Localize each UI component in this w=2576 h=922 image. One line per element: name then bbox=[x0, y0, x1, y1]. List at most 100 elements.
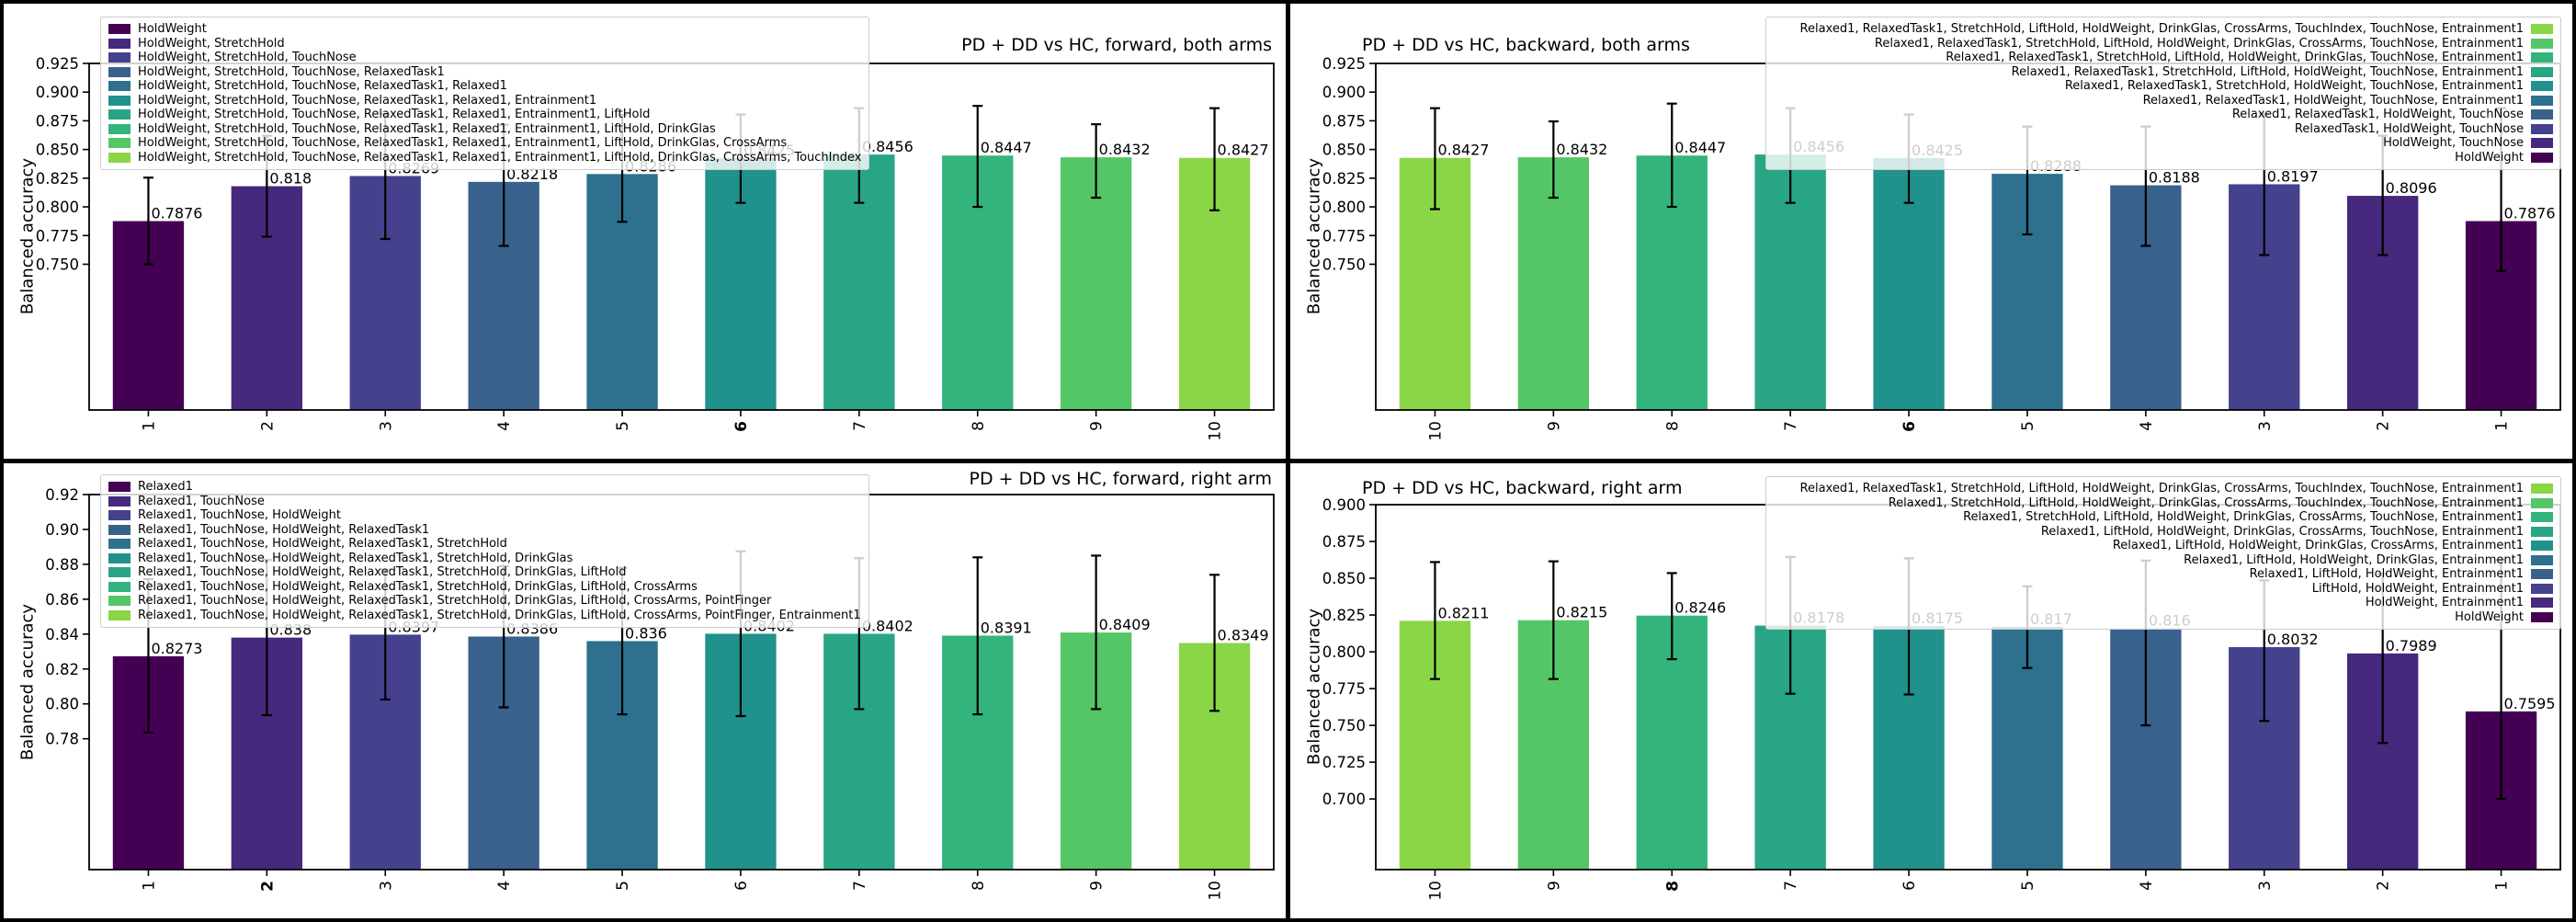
legend-swatch-icon bbox=[2531, 152, 2553, 163]
legend-label: Relaxed1 bbox=[138, 480, 193, 494]
bar-plot: 0.8211100.821590.824680.817870.817560.81… bbox=[1322, 496, 2561, 901]
legend-swatch-icon bbox=[108, 138, 131, 149]
legend-swatch-icon bbox=[108, 596, 131, 607]
y-tick-label: 0.750 bbox=[1322, 256, 1366, 273]
legend-entry: Relaxed1, LiftHold, HoldWeight, Entrainm… bbox=[1774, 567, 2553, 582]
legend-label: HoldWeight, TouchNose bbox=[2383, 136, 2524, 150]
legend-swatch-icon bbox=[108, 52, 131, 63]
legend-label: Relaxed1, RelaxedTask1, HoldWeight, Touc… bbox=[2231, 108, 2524, 121]
y-tick-label: 0.775 bbox=[36, 227, 79, 245]
legend-swatch-icon bbox=[2531, 541, 2553, 552]
y-axis-label: Balanced accuracy bbox=[1304, 608, 1324, 766]
legend-entry: HoldWeight bbox=[1774, 610, 2553, 625]
bar-value-label: 0.8246 bbox=[1674, 599, 1726, 617]
legend-entry: Relaxed1, StretchHold, LiftHold, HoldWei… bbox=[1774, 510, 2553, 525]
legend-swatch-icon bbox=[2531, 38, 2553, 49]
x-tick-label: 3 bbox=[377, 881, 395, 891]
x-tick-label: 8 bbox=[1663, 881, 1682, 892]
legend-swatch-icon bbox=[108, 482, 131, 493]
legend-label: Relaxed1, RelaxedTask1, StretchHold, Lif… bbox=[1874, 36, 2524, 51]
y-tick-label: 0.700 bbox=[1322, 791, 1366, 808]
y-tick-label: 0.900 bbox=[1322, 496, 1366, 514]
x-tick-label: 4 bbox=[495, 421, 514, 431]
x-tick-label: 4 bbox=[495, 881, 514, 891]
legend-entry: Relaxed1, RelaxedTask1, StretchHold, Lif… bbox=[1774, 22, 2553, 37]
legend-entry: Relaxed1, StretchHold, LiftHold, HoldWei… bbox=[1774, 496, 2553, 511]
bar bbox=[1517, 157, 1590, 410]
legend-entry: HoldWeight, StretchHold, TouchNose, Rela… bbox=[108, 65, 861, 80]
legend-entry: HoldWeight, TouchNose bbox=[1774, 136, 2553, 151]
legend-swatch-icon bbox=[2531, 66, 2553, 77]
bar-plot: 0.787610.81820.826930.821840.828650.8425… bbox=[36, 55, 1275, 441]
legend-label: Relaxed1, TouchNose, HoldWeight, Relaxed… bbox=[138, 608, 861, 622]
legend-label: HoldWeight, StretchHold, TouchNose, Rela… bbox=[138, 136, 788, 150]
y-axis-label: Balanced accuracy bbox=[1304, 157, 1324, 315]
legend-swatch-icon bbox=[108, 38, 131, 49]
legend-label: Relaxed1, TouchNose bbox=[138, 494, 265, 508]
legend-swatch-icon bbox=[108, 552, 131, 563]
legend-entry: RelaxedTask1, HoldWeight, TouchNose bbox=[1774, 122, 2553, 137]
legend-entry: Relaxed1, TouchNose, HoldWeight, Relaxed… bbox=[108, 580, 861, 595]
y-tick-label: 0.775 bbox=[1322, 680, 1366, 698]
legend-swatch-icon bbox=[2531, 583, 2553, 594]
legend-swatch-icon bbox=[2531, 611, 2553, 622]
y-tick-label: 0.850 bbox=[1322, 142, 1366, 159]
legend-label: HoldWeight bbox=[2455, 609, 2524, 624]
legend-entry: HoldWeight, StretchHold bbox=[108, 37, 861, 51]
x-tick-label: 6 bbox=[732, 881, 751, 891]
legend-label: HoldWeight, StretchHold bbox=[138, 36, 285, 51]
legend-entry: Relaxed1, LiftHold, HoldWeight, DrinkGla… bbox=[1774, 553, 2553, 568]
legend-swatch-icon bbox=[108, 24, 131, 35]
bar-value-label: 0.8032 bbox=[2267, 631, 2319, 648]
legend-swatch-icon bbox=[2531, 123, 2553, 134]
legend-label: HoldWeight, StretchHold, TouchNose, Rela… bbox=[138, 108, 651, 121]
legend-entry: HoldWeight, StretchHold, TouchNose, Rela… bbox=[108, 122, 861, 137]
legend-entry: Relaxed1, TouchNose, HoldWeight, Relaxed… bbox=[108, 609, 861, 623]
legend-swatch-icon bbox=[2531, 138, 2553, 149]
y-tick-label: 0.725 bbox=[1322, 754, 1366, 771]
x-tick-label: 2 bbox=[2375, 881, 2393, 891]
x-tick-label: 9 bbox=[1545, 881, 1563, 891]
legend-label: Relaxed1, RelaxedTask1, StretchHold, Lif… bbox=[1799, 482, 2524, 495]
x-tick-label: 9 bbox=[1088, 421, 1106, 431]
legend-entry: HoldWeight, StretchHold, TouchNose, Rela… bbox=[108, 79, 861, 94]
legend-swatch-icon bbox=[2531, 484, 2553, 495]
x-tick-label: 4 bbox=[2138, 881, 2156, 891]
legend-label: HoldWeight, StretchHold, TouchNose bbox=[138, 51, 357, 64]
y-tick-label: 0.825 bbox=[36, 170, 79, 188]
legend-label: Relaxed1, TouchNose, HoldWeight, Relaxed… bbox=[138, 565, 627, 579]
y-axis-label: Balanced accuracy bbox=[17, 603, 38, 761]
legend-swatch-icon bbox=[108, 66, 131, 77]
chart-title: PD + DD vs HC, backward, both arms bbox=[1362, 35, 1690, 55]
x-tick-label: 5 bbox=[614, 881, 632, 891]
y-tick-label: 0.875 bbox=[1322, 533, 1366, 551]
x-tick-label: 3 bbox=[2256, 421, 2275, 431]
bar-value-label: 0.8432 bbox=[1556, 141, 1607, 158]
legend-swatch-icon bbox=[2531, 95, 2553, 106]
x-tick-label: 1 bbox=[2493, 881, 2512, 891]
y-tick-label: 0.775 bbox=[1322, 227, 1366, 245]
x-tick-label: 6 bbox=[1901, 421, 1919, 432]
x-tick-label: 3 bbox=[377, 421, 395, 431]
legend-label: Relaxed1, RelaxedTask1, StretchHold, Lif… bbox=[2011, 64, 2524, 79]
y-tick-label: 0.900 bbox=[36, 84, 79, 101]
y-tick-label: 0.925 bbox=[36, 55, 79, 73]
legend-entry: Relaxed1, RelaxedTask1, StretchHold, Hol… bbox=[1774, 79, 2553, 94]
legend-label: HoldWeight, StretchHold, TouchNose, Rela… bbox=[138, 150, 862, 165]
legend-swatch-icon bbox=[2531, 24, 2553, 35]
legend-label: Relaxed1, StretchHold, LiftHold, HoldWei… bbox=[1888, 495, 2524, 510]
legend-entry: HoldWeight bbox=[108, 22, 861, 37]
bar-value-label: 0.8273 bbox=[151, 640, 202, 657]
legend-label: Relaxed1, RelaxedTask1, StretchHold, Hol… bbox=[2064, 79, 2524, 93]
bar-value-label: 0.7876 bbox=[2504, 205, 2556, 222]
legend-label: HoldWeight, StretchHold, TouchNose, Rela… bbox=[138, 121, 716, 136]
bar-value-label: 0.8447 bbox=[981, 139, 1032, 156]
y-tick-label: 0.92 bbox=[45, 486, 79, 504]
legend-swatch-icon bbox=[108, 581, 131, 592]
legend-label: HoldWeight, StretchHold, TouchNose, Rela… bbox=[138, 79, 507, 93]
legend-entry: HoldWeight, StretchHold, TouchNose, Rela… bbox=[108, 136, 861, 151]
x-tick-label: 10 bbox=[1426, 421, 1445, 441]
bar-value-label: 0.8197 bbox=[2267, 167, 2319, 185]
legend-swatch-icon bbox=[2531, 598, 2553, 609]
